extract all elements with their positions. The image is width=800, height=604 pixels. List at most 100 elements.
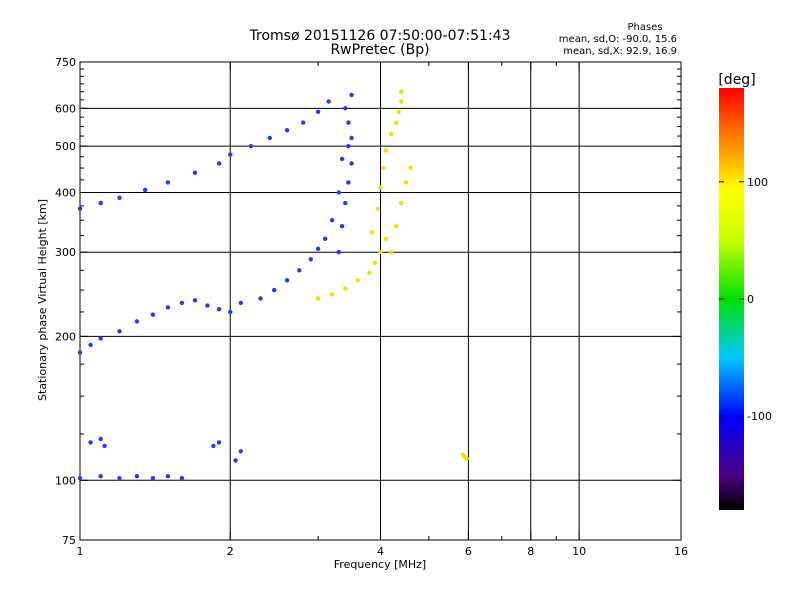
data-point [238, 300, 243, 306]
x-tick-label: 8 [527, 545, 534, 558]
data-point [349, 135, 354, 141]
data-point [339, 224, 345, 229]
data-point [323, 236, 328, 241]
y-axis-label: Stationary phase Virtual Height [km] [36, 199, 49, 401]
y-tick-label: 500 [55, 140, 76, 153]
x-tick-label: 6 [465, 545, 472, 558]
data-point [205, 303, 210, 308]
data-point [142, 187, 148, 193]
data-point [150, 312, 156, 317]
data-point [258, 296, 263, 301]
data-point [98, 436, 103, 442]
data-point [315, 296, 321, 301]
data-point [339, 156, 345, 162]
data-point [301, 120, 306, 125]
data-point [98, 474, 103, 479]
data-point [272, 287, 277, 293]
data-point [329, 292, 335, 297]
data-point [77, 350, 83, 355]
data-point [233, 458, 238, 463]
data-point [248, 144, 254, 149]
colorbar-tick-label: 100 [747, 176, 768, 189]
data-point [165, 180, 171, 185]
data-point [383, 148, 389, 153]
x-axis-label: Frequency [MHz] [334, 558, 426, 571]
x-tick-label: 4 [377, 545, 384, 558]
data-point [117, 195, 122, 200]
phase-stats-line-x: mean, sd,X: 92.9, 16.9 [563, 46, 677, 57]
data-point [343, 286, 348, 291]
data-point [238, 449, 243, 454]
data-point [399, 99, 404, 104]
data-point [388, 131, 394, 137]
data-point [315, 246, 321, 251]
x-tick-label: 2 [227, 545, 234, 558]
data-point [88, 440, 93, 445]
phase-stats: Phases mean, sd,O: -90.0, 15.6 mean, sd,… [559, 22, 677, 57]
data-point [329, 218, 335, 223]
data-point [88, 342, 93, 348]
chart-title-block: Tromsø 20151126 07:50:00-07:51:43 RwPret… [249, 28, 511, 58]
data-point [284, 128, 290, 133]
data-point [336, 250, 341, 255]
data-point [134, 474, 140, 479]
data-point [267, 135, 272, 141]
series-o-points [77, 92, 354, 481]
data-point [367, 270, 372, 275]
data-point [464, 456, 469, 461]
x-tick-label: 1 [77, 545, 84, 558]
y-tick-label: 600 [55, 102, 76, 115]
chart-title: Tromsø 20151126 07:50:00-07:51:43 [249, 28, 511, 44]
data-point [216, 440, 222, 445]
phase-stats-heading: Phases [627, 22, 662, 33]
data-point [179, 476, 185, 481]
x-tick-label: 16 [674, 545, 688, 558]
y-tick-label: 75 [62, 534, 76, 547]
data-point [388, 250, 394, 255]
data-point [98, 336, 103, 341]
y-tick-label: 300 [55, 246, 76, 259]
data-point [381, 165, 386, 171]
data-point [150, 476, 156, 481]
y-tick-label: 750 [55, 56, 76, 69]
y-tick-label: 200 [55, 330, 76, 343]
data-point [378, 185, 383, 190]
data-point [336, 190, 341, 195]
data-point [394, 120, 399, 125]
data-point [343, 200, 348, 206]
x-tick-label: 10 [572, 545, 586, 558]
data-point [216, 161, 222, 166]
data-point [403, 180, 409, 185]
phase-stats-line-o: mean, sd,O: -90.0, 15.6 [559, 34, 677, 45]
data-point [77, 476, 83, 481]
data-point [134, 319, 140, 324]
data-point [308, 257, 313, 262]
data-point [343, 106, 348, 111]
data-point [396, 109, 401, 115]
data-point [179, 300, 185, 306]
data-point [98, 200, 103, 206]
data-point [399, 89, 404, 94]
y-tick-label: 400 [55, 186, 76, 199]
chart-subtitle: RwPretec (Bp) [330, 42, 429, 58]
y-tick-label: 100 [55, 474, 76, 487]
colorbar-label: [deg] [718, 72, 755, 88]
data-point [383, 236, 389, 241]
data-point [192, 298, 198, 303]
data-point [372, 260, 378, 266]
data-point [349, 161, 354, 166]
data-point [370, 230, 375, 235]
data-point [117, 476, 122, 481]
data-point [346, 180, 351, 185]
data-point [165, 305, 171, 310]
data-point [399, 200, 404, 206]
data-point [284, 278, 290, 283]
data-point [211, 443, 216, 449]
data-point [315, 109, 321, 115]
data-point [394, 224, 399, 229]
data-point [216, 307, 222, 312]
data-point [102, 443, 107, 449]
data-point [192, 170, 198, 175]
data-point [378, 250, 383, 255]
